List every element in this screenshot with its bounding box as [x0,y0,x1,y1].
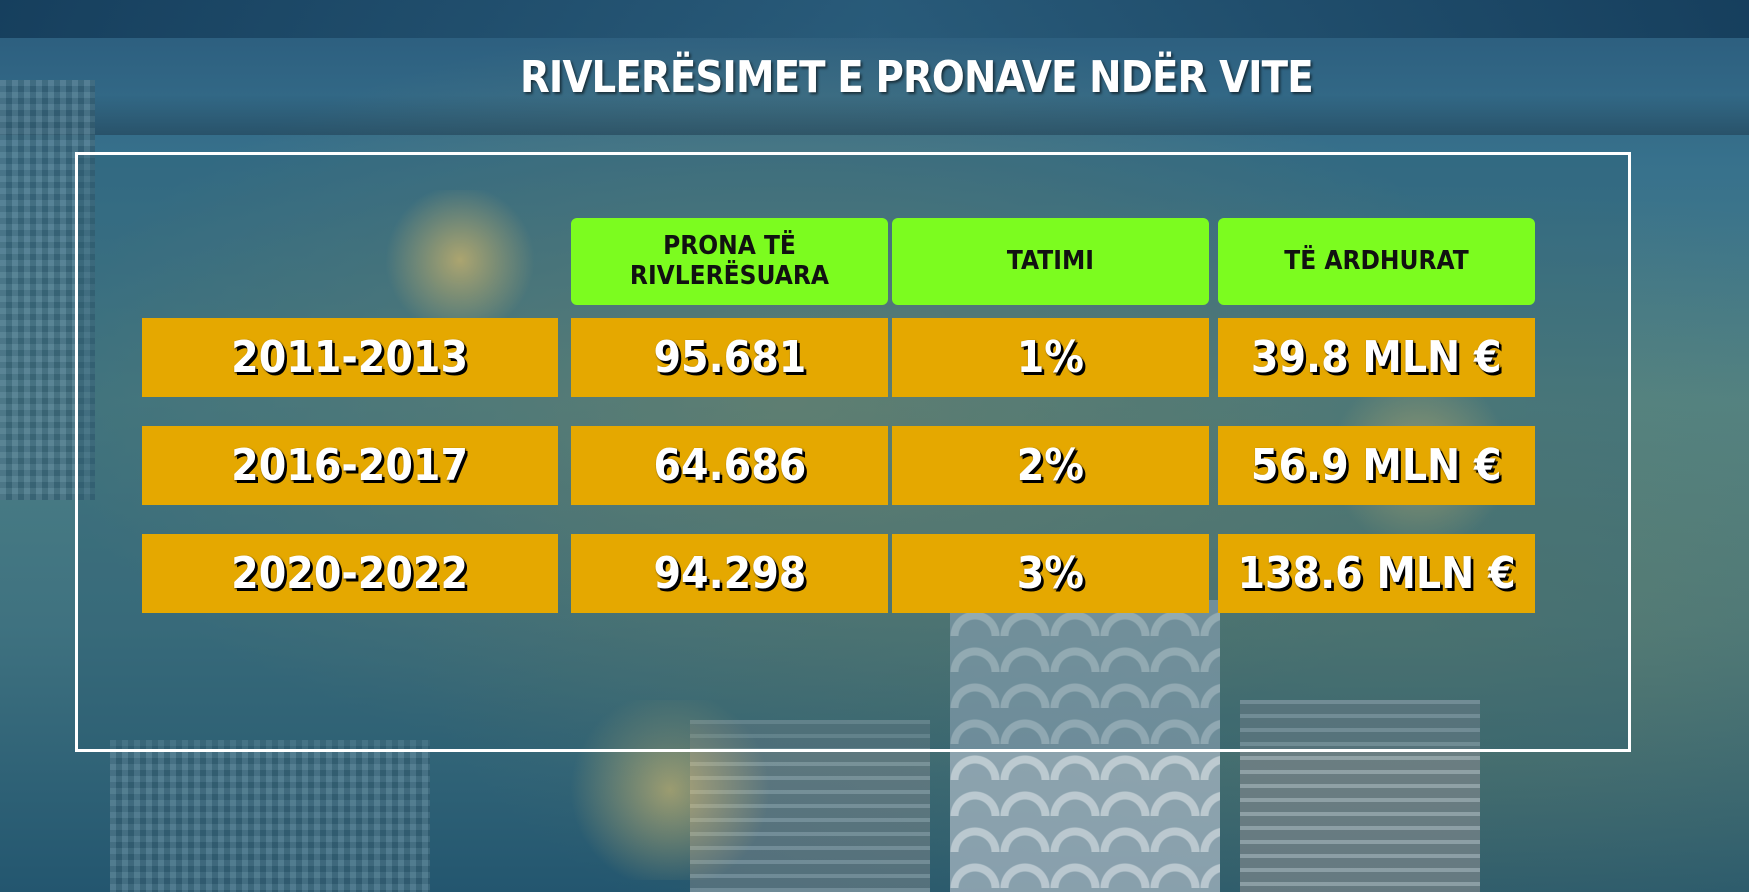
tax-value: 3% [1016,548,1085,599]
revenue-value: 138.6 MLN € [1237,548,1516,599]
tax-cell: 3% [892,534,1209,613]
background-tower-bottom-left [110,740,430,892]
background-city-light [380,190,540,330]
revenue-cell: 138.6 MLN € [1218,534,1535,613]
properties-value: 95.681 [653,332,806,383]
background-tower-left [0,80,95,500]
page-title: RIVLERËSIMET E PRONAVE NDËR VITE [520,52,1314,103]
skyline-strip [0,95,1749,135]
header-revenue: TË ARDHURAT [1218,218,1535,305]
period-value: 2016-2017 [231,440,469,491]
period-cell: 2016-2017 [142,426,558,505]
properties-value: 94.298 [653,548,806,599]
background-building-right [1240,700,1480,892]
revenue-cell: 39.8 MLN € [1218,318,1535,397]
period-cell: 2020-2022 [142,534,558,613]
header-tax: TATIMI [892,218,1209,305]
tax-value: 1% [1016,332,1085,383]
background-arched-building [950,600,1220,892]
tax-cell: 2% [892,426,1209,505]
top-bar [0,0,1749,38]
header-label: TË ARDHURAT [1284,245,1469,276]
properties-cell: 64.686 [571,426,888,505]
header-revalued-properties: PRONA TË RIVLERËSUARA [571,218,888,305]
properties-cell: 95.681 [571,318,888,397]
period-value: 2011-2013 [231,332,469,383]
revaluation-table-panel: PRONA TË RIVLERËSUARA TATIMI TË ARDHURAT… [75,152,1631,752]
revenue-value: 39.8 MLN € [1251,332,1502,383]
tax-cell: 1% [892,318,1209,397]
revenue-cell: 56.9 MLN € [1218,426,1535,505]
header-label: TATIMI [1006,245,1095,276]
revenue-value: 56.9 MLN € [1251,440,1502,491]
period-value: 2020-2022 [231,548,469,599]
properties-cell: 94.298 [571,534,888,613]
properties-value: 64.686 [653,440,806,491]
background-city-light [560,700,780,880]
period-cell: 2011-2013 [142,318,558,397]
header-label: PRONA TË RIVLERËSUARA [629,230,830,291]
tax-value: 2% [1016,440,1085,491]
